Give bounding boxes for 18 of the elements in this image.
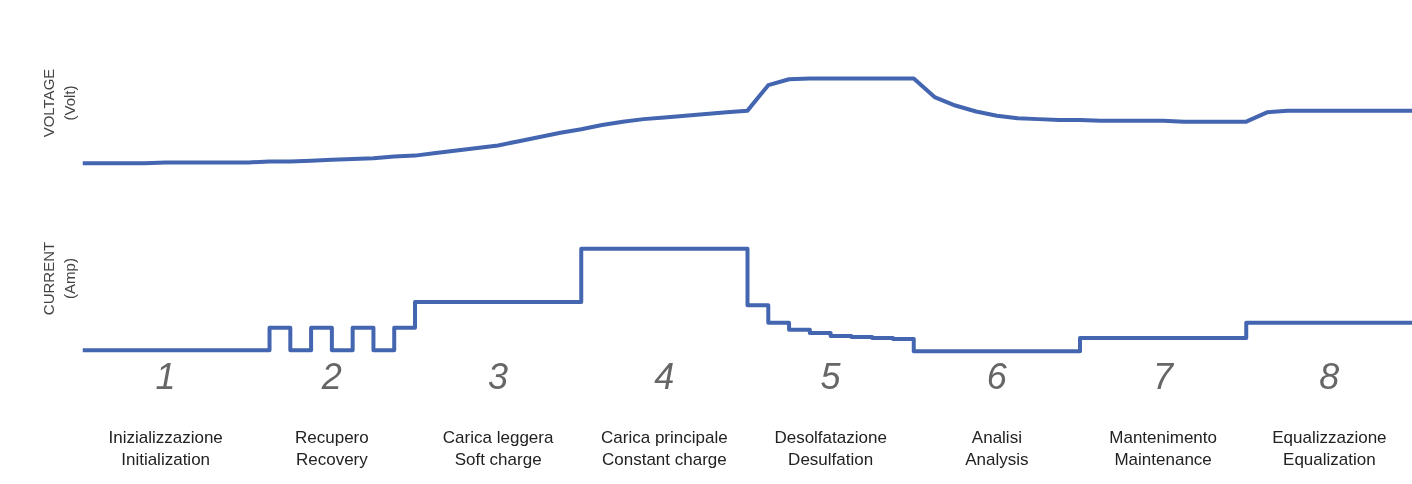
x-tick-label: 2 <box>320 355 342 397</box>
x-tick-label: 4 <box>654 355 675 397</box>
text: Analisi Analysis <box>965 427 1029 470</box>
x-tick-label: 1 <box>155 355 176 397</box>
text: Recupero Recovery <box>295 427 369 470</box>
x-tick-label: 8 <box>1319 355 1340 397</box>
text: Carica principale Constant charge <box>601 427 728 470</box>
y-axis-title: VOLTAGE (Volt) <box>40 68 78 138</box>
text: Carica leggera Soft charge <box>442 427 554 470</box>
text: Equalizzazione Equalization <box>1272 427 1387 470</box>
text: Desolfatazione Desulfation <box>774 427 887 470</box>
text: Inizializzazione Initialization <box>108 427 223 470</box>
x-tick-label: 7 <box>1153 355 1176 397</box>
y-axis-title: CURRENT (Amp) <box>40 241 78 316</box>
x-tick-label: 3 <box>488 355 509 397</box>
x-tick-label: 6 <box>986 355 1008 397</box>
text: Mantenimento Maintenance <box>1109 427 1217 470</box>
x-tick-label: 5 <box>820 355 842 397</box>
